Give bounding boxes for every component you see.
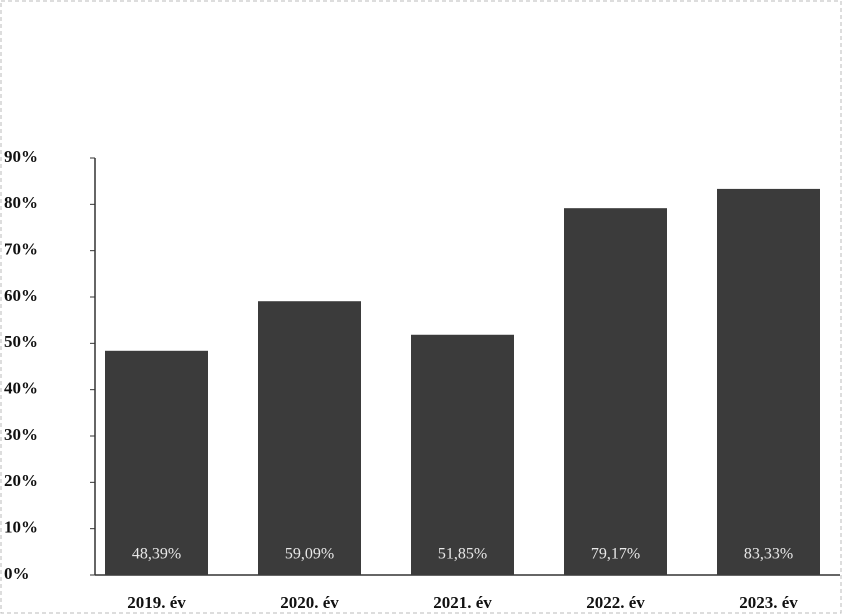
value-label: 51,85% <box>438 546 487 563</box>
y-tick-label: 0% <box>4 564 30 583</box>
y-tick-label: 80% <box>4 193 38 212</box>
x-tick-label: 2021. év <box>433 593 492 612</box>
x-tick-label: 2022. év <box>586 593 645 612</box>
value-label: 79,17% <box>591 546 640 563</box>
y-tick-label: 40% <box>4 379 38 398</box>
bar <box>411 334 514 575</box>
y-tick-label: 20% <box>4 471 38 490</box>
bar <box>105 350 208 575</box>
y-tick-label: 90% <box>4 147 38 166</box>
bar <box>564 208 667 575</box>
y-tick-label: 50% <box>4 332 38 351</box>
y-tick-label: 70% <box>4 240 38 259</box>
x-tick-label: 2019. év <box>127 593 186 612</box>
value-label: 83,33% <box>744 546 793 563</box>
y-tick-label: 60% <box>4 286 38 305</box>
bar <box>717 188 820 575</box>
x-tick-label: 2023. év <box>739 593 798 612</box>
x-tick-label: 2020. év <box>280 593 339 612</box>
bar <box>258 301 361 575</box>
value-label: 48,39% <box>132 546 181 563</box>
value-label: 59,09% <box>285 546 334 563</box>
y-tick-label: 10% <box>4 518 38 537</box>
y-tick-label: 30% <box>4 425 38 444</box>
